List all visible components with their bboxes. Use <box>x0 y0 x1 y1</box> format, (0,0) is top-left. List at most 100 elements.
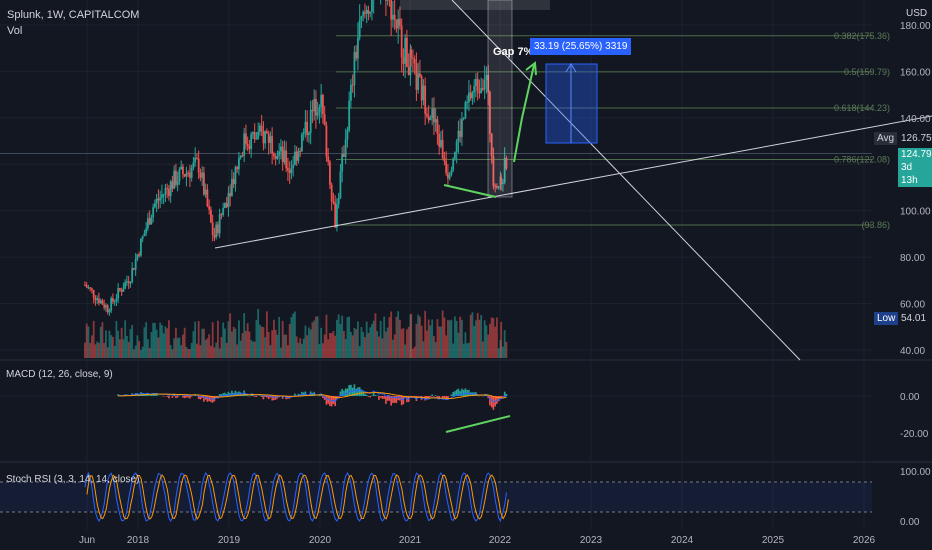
volume-bar <box>183 327 186 358</box>
candle-body <box>152 207 155 218</box>
macd-histogram-bar <box>417 396 419 397</box>
candle-body <box>192 162 195 168</box>
candle-body <box>248 145 251 150</box>
candle-body <box>431 108 434 118</box>
volume-bar <box>330 333 333 358</box>
macd-histogram-bar <box>327 396 329 404</box>
volume-bar <box>378 336 380 358</box>
macd-histogram-bar <box>365 394 368 396</box>
macd-histogram-bar <box>148 395 151 396</box>
candle-body <box>452 158 455 171</box>
macd-histogram-bar <box>455 389 458 396</box>
stoch-rsi-label[interactable]: Stoch RSI (3, 3, 14, 14, close) <box>6 474 140 485</box>
volume-bar <box>452 343 455 358</box>
macd-histogram-bar <box>445 396 447 399</box>
fibonacci-levels: 0.382(175.36) 0.5(159.79) 0.618(144.23) 0.7… <box>0 31 890 230</box>
time-tick-label: 2019 <box>218 535 241 546</box>
macd-histogram-bar <box>505 393 508 396</box>
volume-bar <box>113 346 116 358</box>
volume-bar <box>420 325 423 358</box>
volume-bar <box>133 349 135 358</box>
macd-histogram-bar <box>204 396 207 400</box>
volume-bar <box>450 319 453 358</box>
candle-body <box>500 176 503 184</box>
candle-body <box>257 131 260 139</box>
candle-body <box>436 119 439 134</box>
volume-bar <box>490 317 493 358</box>
macd-line <box>118 389 507 403</box>
stoch-rsi-tick-label: 0.00 <box>900 517 920 528</box>
volume-bar <box>306 335 309 358</box>
macd-histogram-bar <box>388 396 391 401</box>
candle-body <box>92 290 95 298</box>
volume-bar <box>426 330 428 358</box>
volume-bar <box>157 337 160 358</box>
symbol-title[interactable]: Splunk, 1W, CAPITALCOM <box>7 9 140 21</box>
price-tick-label: 140.00 <box>900 114 931 125</box>
candle-body <box>346 130 349 140</box>
volume-bar <box>353 327 356 358</box>
candle-body <box>322 94 324 115</box>
gap-annotation[interactable]: Gap 7% <box>493 46 534 58</box>
volume-bar <box>301 343 303 358</box>
candle-body <box>131 268 134 283</box>
candle-body <box>143 233 146 237</box>
macd-histogram-bar <box>269 396 272 398</box>
candle-body <box>410 49 413 59</box>
volume-bar <box>262 327 265 358</box>
candle-body <box>415 63 418 90</box>
volume-bar <box>264 337 267 358</box>
volume-bar <box>497 348 500 358</box>
candle-body <box>105 305 107 308</box>
macd-histogram-bar <box>262 396 265 400</box>
volume-bar <box>189 349 191 358</box>
candle-body <box>96 298 99 301</box>
macd-tick-label: 0.00 <box>900 392 920 403</box>
macd-histogram-bar <box>243 390 245 396</box>
macd-histogram-bar <box>201 396 203 399</box>
volume-bar <box>288 324 291 358</box>
candle-body <box>471 92 474 99</box>
volume-bar <box>236 344 239 358</box>
volume-label[interactable]: Vol <box>7 25 23 37</box>
grid <box>0 0 932 530</box>
volume-bar <box>176 338 179 358</box>
candle-body <box>245 133 247 144</box>
macd-histogram-bar <box>503 391 506 396</box>
candle-body <box>278 151 281 156</box>
volume-bar <box>476 312 479 358</box>
candle-body <box>147 218 149 229</box>
macd-histogram-bar <box>225 393 228 396</box>
macd-histogram-bar <box>117 394 119 396</box>
candle-body <box>213 234 216 238</box>
candle-body <box>461 118 463 137</box>
macd-histogram-bar <box>168 396 170 399</box>
volume-bar <box>117 330 120 358</box>
candle-body <box>141 236 144 239</box>
candle-body <box>259 125 261 132</box>
volume-bar <box>457 332 460 358</box>
last-price-tag: 124.79 <box>898 148 932 161</box>
candle-body <box>353 51 356 85</box>
candle-body <box>288 170 291 173</box>
volume-bar <box>337 314 340 358</box>
candle-body <box>364 11 366 14</box>
drawings[interactable] <box>214 0 932 433</box>
volume-bar <box>447 319 449 358</box>
macd-label[interactable]: MACD (12, 26, close, 9) <box>6 369 113 380</box>
candle-body <box>255 138 258 140</box>
candle-body <box>194 157 197 163</box>
volume-bar <box>316 316 319 358</box>
volume-bar <box>148 347 151 358</box>
candle-body <box>182 166 184 175</box>
volume-bar <box>441 310 444 358</box>
measure-label[interactable]: 33.19 (25.65%) 3319 <box>530 38 632 55</box>
candle-body <box>409 49 412 75</box>
macd-histogram-bar <box>325 396 328 405</box>
candle-body <box>246 143 249 146</box>
volume-bar <box>492 318 495 358</box>
macd-histogram-bar <box>343 390 345 396</box>
macd-histogram-bar <box>329 396 331 406</box>
macd-histogram-bar <box>367 396 370 397</box>
